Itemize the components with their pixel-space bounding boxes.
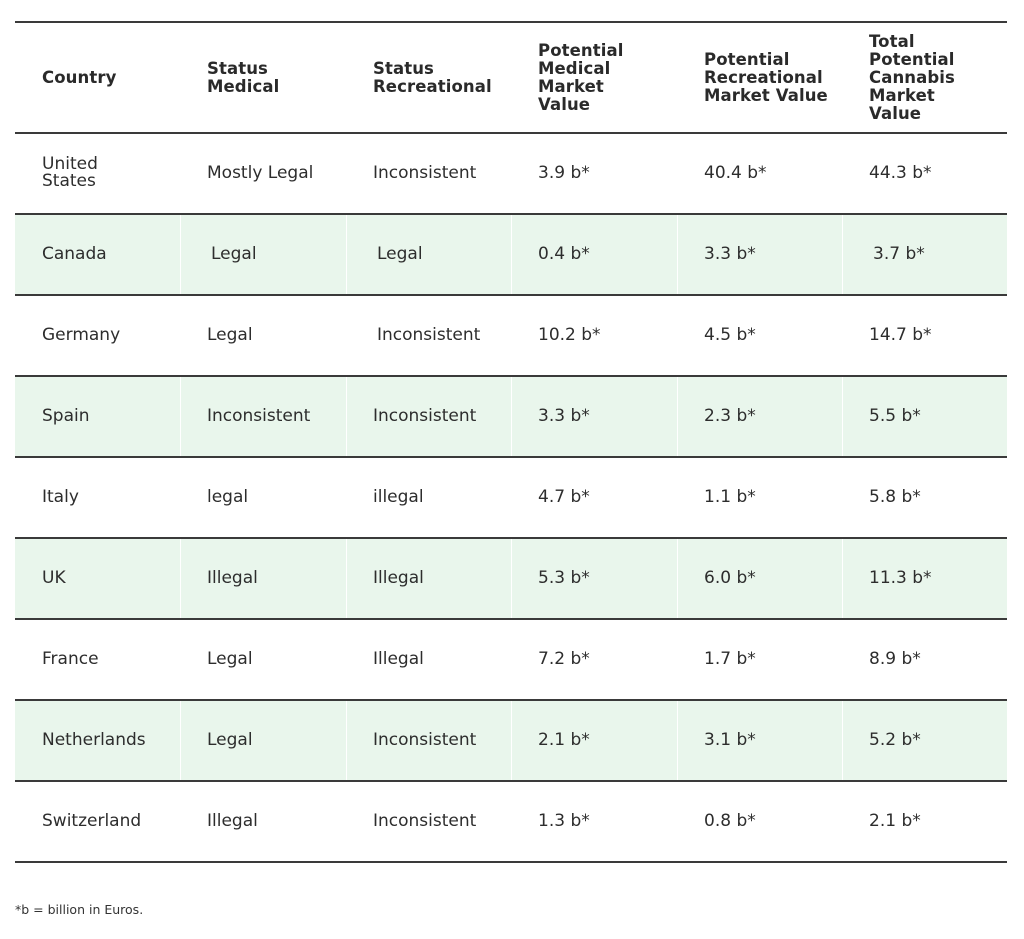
cell-recreational-value: 1.7 b* — [704, 649, 756, 669]
cell-country: Switzerland — [42, 811, 142, 831]
cell-status-recreational: illegal — [373, 487, 424, 507]
table-row: Germany Legal Inconsistent 10.2 b* 4.5 b… — [15, 295, 1007, 376]
cell-status-recreational: Illegal — [346, 538, 511, 619]
cell-status-recreational: Inconsistent — [377, 325, 481, 345]
table-row: United States Mostly Legal Inconsistent … — [15, 133, 1007, 214]
cell-country: Italy — [42, 487, 79, 507]
cell-status-medical: legal — [207, 487, 249, 507]
header-row: Country Status Medical Status Recreation… — [15, 22, 1007, 133]
cell-medical-value: 10.2 b* — [538, 325, 601, 345]
cell-recreational-value: 0.8 b* — [704, 811, 756, 831]
cell-total-value: 5.2 b* — [842, 700, 1007, 781]
cell-country: Spain — [42, 406, 90, 426]
header-country: Country — [42, 67, 117, 87]
table-row: France Legal Illegal 7.2 b* 1.7 b* 8.9 b… — [15, 619, 1007, 700]
cell-total-value: 14.7 b* — [869, 325, 932, 345]
cell-status-recreational: Illegal — [373, 649, 424, 669]
cell-recreational-value: 3.1 b* — [677, 700, 842, 781]
cannabis-market-table: Country Status Medical Status Recreation… — [15, 21, 1007, 863]
header-total-potential-value: Total Potential Cannabis Market Value — [869, 31, 955, 123]
cell-status-medical: Legal — [207, 325, 253, 345]
cell-status-medical: Legal — [207, 649, 253, 669]
cell-country: Canada — [42, 244, 107, 264]
table-header: Country Status Medical Status Recreation… — [15, 22, 1007, 133]
header-potential-medical-value: Potential Medical Market Value — [538, 40, 624, 114]
cell-total-value: 2.1 b* — [869, 811, 921, 831]
cell-country: France — [42, 649, 99, 669]
table-row: Netherlands Legal Inconsistent 2.1 b* 3.… — [15, 700, 1007, 781]
cell-status-recreational: Inconsistent — [346, 700, 511, 781]
market-table-container: Country Status Medical Status Recreation… — [15, 21, 1007, 863]
table-row: UK Illegal Illegal 5.3 b* 6.0 b* 11.3 b* — [15, 538, 1007, 619]
cell-recreational-value: 4.5 b* — [704, 325, 756, 345]
cell-country: Netherlands — [42, 730, 146, 750]
cell-total-value: 5.8 b* — [869, 487, 921, 507]
cell-total-value: 5.5 b* — [842, 376, 1007, 457]
header-status-recreational: Status Recreational — [373, 58, 492, 96]
table-row: Canada Legal Legal 0.4 b* 3.3 b* 3.7 b* — [15, 214, 1007, 295]
cell-recreational-value: 1.1 b* — [704, 487, 756, 507]
cell-status-medical: Mostly Legal — [207, 163, 314, 183]
table-body: United States Mostly Legal Inconsistent … — [15, 133, 1007, 862]
cell-status-medical: Inconsistent — [180, 376, 346, 457]
cell-medical-value: 4.7 b* — [538, 487, 590, 507]
cell-status-medical: Illegal — [180, 538, 346, 619]
cell-country: United States — [42, 154, 98, 191]
cell-total-value: 44.3 b* — [869, 163, 932, 183]
cell-country: Germany — [42, 325, 121, 345]
footnote: *b = billion in Euros. — [15, 902, 144, 917]
cell-total-value: 3.7 b* — [842, 214, 1007, 295]
cell-status-medical: Legal — [180, 214, 346, 295]
cell-medical-value: 3.9 b* — [538, 163, 590, 183]
cell-recreational-value: 6.0 b* — [677, 538, 842, 619]
header-potential-recreational-value: Potential Recreational Market Value — [704, 49, 828, 105]
cell-status-recreational: Inconsistent — [346, 376, 511, 457]
cell-status-medical: Illegal — [207, 811, 258, 831]
cell-medical-value: 5.3 b* — [511, 538, 677, 619]
table-row: Switzerland Illegal Inconsistent 1.3 b* … — [15, 781, 1007, 862]
cell-recreational-value: 40.4 b* — [704, 163, 767, 183]
cell-status-recreational: Legal — [346, 214, 511, 295]
cell-medical-value: 0.4 b* — [511, 214, 677, 295]
cell-status-medical: Legal — [180, 700, 346, 781]
cell-total-value: 8.9 b* — [869, 649, 921, 669]
header-status-medical: Status Medical — [207, 58, 280, 96]
cell-recreational-value: 2.3 b* — [677, 376, 842, 457]
cell-recreational-value: 3.3 b* — [677, 214, 842, 295]
cell-medical-value: 3.3 b* — [511, 376, 677, 457]
cell-status-recreational: Inconsistent — [373, 163, 477, 183]
cell-medical-value: 7.2 b* — [538, 649, 590, 669]
cell-status-recreational: Inconsistent — [373, 811, 477, 831]
cell-medical-value: 2.1 b* — [511, 700, 677, 781]
cell-total-value: 11.3 b* — [842, 538, 1007, 619]
table-row: Italy legal illegal 4.7 b* 1.1 b* 5.8 b* — [15, 457, 1007, 538]
table-row: Spain Inconsistent Inconsistent 3.3 b* 2… — [15, 376, 1007, 457]
cell-country: UK — [42, 568, 66, 588]
cell-medical-value: 1.3 b* — [538, 811, 590, 831]
